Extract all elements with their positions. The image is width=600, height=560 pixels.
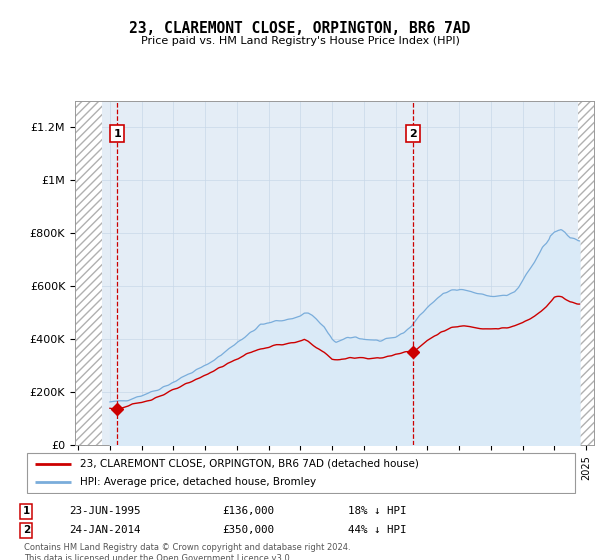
Text: 24-JAN-2014: 24-JAN-2014: [69, 525, 140, 535]
Text: 2: 2: [409, 128, 416, 138]
Text: £350,000: £350,000: [222, 525, 274, 535]
Text: 1: 1: [23, 506, 30, 516]
Text: 23, CLAREMONT CLOSE, ORPINGTON, BR6 7AD: 23, CLAREMONT CLOSE, ORPINGTON, BR6 7AD: [130, 21, 470, 36]
Text: HPI: Average price, detached house, Bromley: HPI: Average price, detached house, Brom…: [79, 477, 316, 487]
Text: £136,000: £136,000: [222, 506, 274, 516]
Text: 44% ↓ HPI: 44% ↓ HPI: [348, 525, 407, 535]
Text: 1: 1: [113, 128, 121, 138]
Text: 23, CLAREMONT CLOSE, ORPINGTON, BR6 7AD (detached house): 23, CLAREMONT CLOSE, ORPINGTON, BR6 7AD …: [79, 459, 418, 469]
FancyBboxPatch shape: [27, 453, 575, 493]
Text: 23-JUN-1995: 23-JUN-1995: [69, 506, 140, 516]
Text: Contains HM Land Registry data © Crown copyright and database right 2024.
This d: Contains HM Land Registry data © Crown c…: [24, 543, 350, 560]
Text: 2: 2: [23, 525, 30, 535]
Text: 18% ↓ HPI: 18% ↓ HPI: [348, 506, 407, 516]
Text: Price paid vs. HM Land Registry's House Price Index (HPI): Price paid vs. HM Land Registry's House …: [140, 36, 460, 46]
